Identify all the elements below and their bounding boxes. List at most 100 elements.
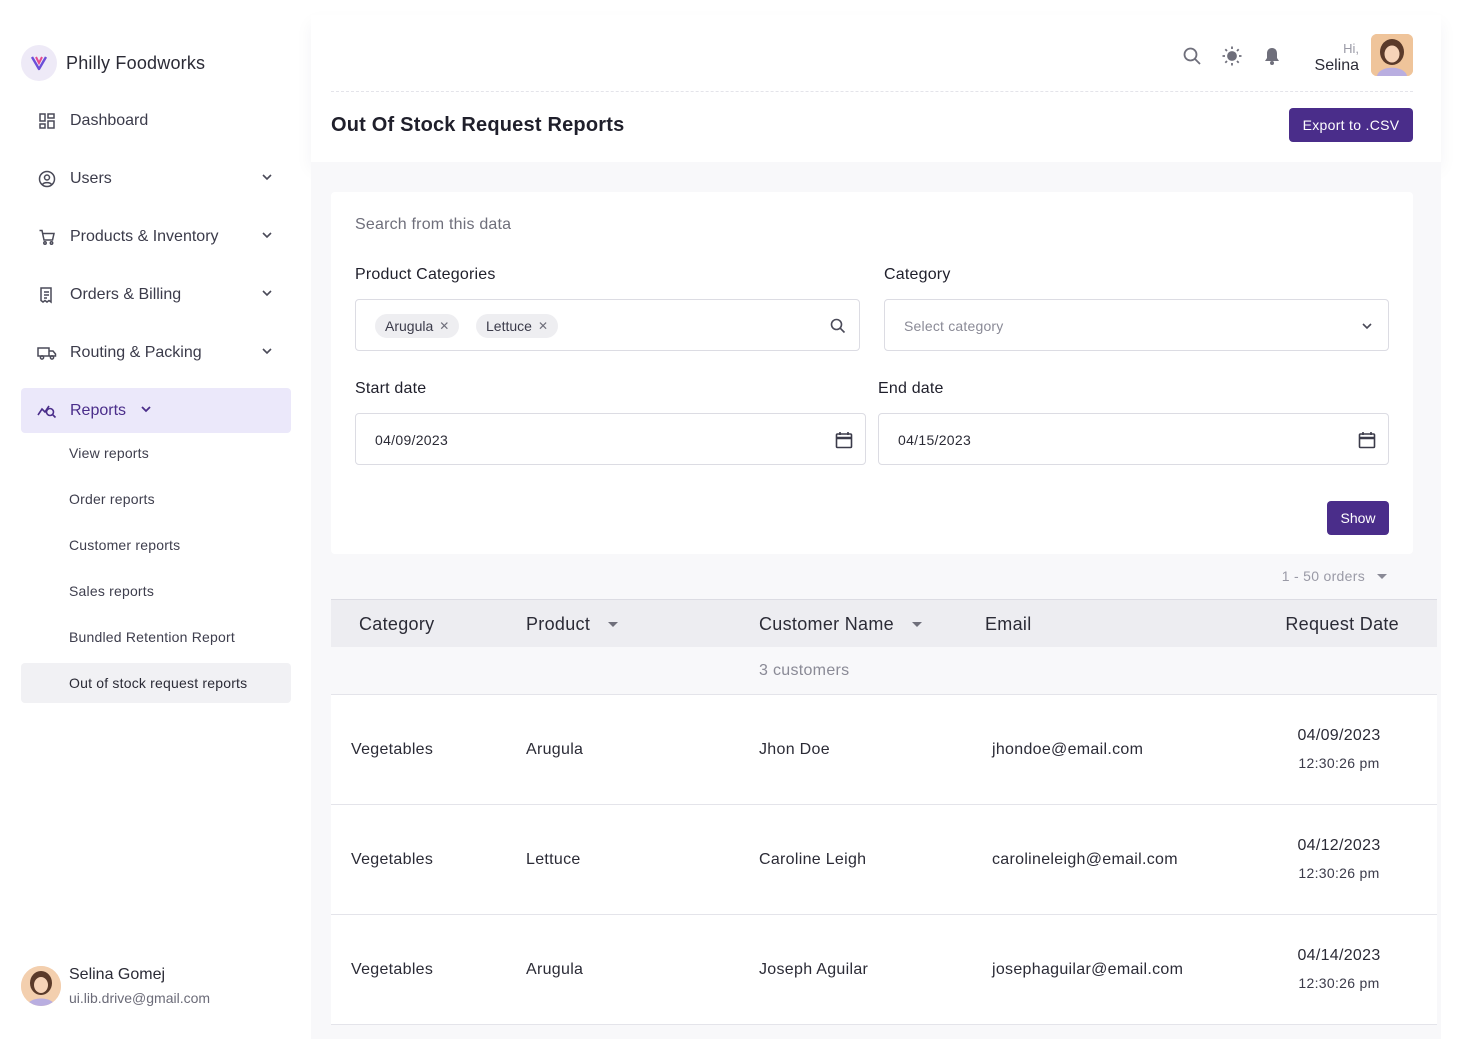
end-date-label: End date [878,380,944,397]
pager-label: 1 - 50 orders [1281,568,1365,584]
category-chip[interactable]: Lettuce ✕ [476,314,558,338]
sun-icon[interactable] [1221,45,1243,67]
request-time: 12:30:26 pm [1298,975,1380,991]
profile-name: Selina Gomej [69,966,166,983]
sidebar-subitem-customer-reports[interactable]: Customer reports [69,537,181,553]
cell-product: Arugula [526,961,584,978]
chevron-down-icon[interactable] [261,228,273,246]
group-label: 3 customers [759,662,850,679]
receipt-icon [37,285,57,305]
brand-logo-icon [21,45,57,81]
category-label: Category [884,266,951,283]
page-title: Out Of Stock Request Reports [331,114,625,136]
sidebar-subitem-sales-reports[interactable]: Sales reports [69,583,155,599]
end-date-value: 04/15/2023 [898,432,972,448]
col-header-customer[interactable]: Customer Name [759,614,922,635]
sidebar-subitem-out-of-stock[interactable]: Out of stock request reports [21,663,291,703]
calendar-icon[interactable] [1356,429,1378,451]
sidebar-item-users[interactable]: Users [21,156,291,201]
header-user-name: Selina [1314,57,1359,74]
search-icon[interactable] [827,315,849,337]
sidebar-item-products-inventory[interactable]: Products & Inventory [21,214,291,259]
sidebar-item-reports[interactable]: Reports [21,388,291,433]
chevron-down-icon[interactable] [261,170,273,188]
close-icon[interactable]: ✕ [537,319,548,333]
cell-email: josephaguilar@email.com [992,961,1184,978]
sidebar-item-label: Products & Inventory [70,227,219,245]
cell-request-date: 04/12/2023 12:30:26 pm [1279,837,1399,881]
category-select[interactable]: Select category [884,299,1389,351]
pagination-selector[interactable]: 1 - 50 orders [1282,568,1387,584]
sidebar-nav: Dashboard Users Products & Inventory Ord… [21,98,291,709]
sidebar-subitem-order-reports[interactable]: Order reports [69,491,155,507]
cell-request-date: 04/14/2023 12:30:26 pm [1279,947,1399,991]
start-date-value: 04/09/2023 [375,432,449,448]
start-date-input[interactable]: 04/09/2023 [355,413,866,465]
chevron-down-icon[interactable] [140,402,152,420]
show-button[interactable]: Show [1327,501,1389,535]
sidebar-item-orders-billing[interactable]: Orders & Billing [21,272,291,317]
cell-customer: Joseph Aguilar [759,961,869,978]
header-divider [331,91,1413,92]
request-time: 12:30:26 pm [1298,865,1380,881]
cart-icon [37,227,57,247]
sort-icon[interactable] [911,622,922,627]
avatar[interactable] [1371,34,1413,76]
greeting-text: Hi, [1343,41,1359,56]
close-icon[interactable]: ✕ [439,319,450,333]
col-header-request-date[interactable]: Request Date [1285,614,1399,634]
sort-icon[interactable] [608,622,619,627]
col-header-category[interactable]: Category [359,614,435,634]
product-categories-input[interactable]: Arugula ✕ Lettuce ✕ [355,299,860,351]
reports-subnav: View reports Order reports Customer repo… [21,433,291,703]
product-categories-label: Product Categories [355,266,496,283]
export-csv-button[interactable]: Export to .CSV [1289,108,1413,142]
table-row[interactable]: Vegetables Lettuce Caroline Leigh caroli… [331,805,1437,915]
sidebar-item-label: Dashboard [70,111,149,129]
sidebar-item-routing-packing[interactable]: Routing & Packing [21,330,291,375]
cell-product: Arugula [526,741,584,758]
avatar [21,966,61,1006]
sidebar-item-label: Routing & Packing [70,343,202,361]
request-date: 04/09/2023 [1297,727,1381,744]
request-date: 04/12/2023 [1297,837,1381,854]
bell-icon[interactable] [1261,45,1283,67]
chevron-down-icon[interactable] [261,286,273,304]
table-header: Category Product Customer Name Email Req… [331,599,1437,647]
request-time: 12:30:26 pm [1298,755,1380,771]
user-circle-icon [37,169,57,189]
cell-category: Vegetables [351,851,434,868]
sidebar-item-label: Reports [70,401,127,419]
category-chip[interactable]: Arugula ✕ [375,314,460,338]
table-row[interactable]: Vegetables Arugula Joseph Aguilar joseph… [331,915,1437,1025]
sidebar: Philly Foodworks Dashboard Users Product… [0,0,311,1039]
sidebar-subitem-view-reports[interactable]: View reports [69,445,149,461]
table-row[interactable]: Vegetables Arugula Jhon Doe jhondoe@emai… [331,695,1437,805]
calendar-icon[interactable] [833,429,855,451]
end-date-input[interactable]: 04/15/2023 [878,413,1389,465]
brand-name: Philly Foodworks [66,52,206,73]
cell-category: Vegetables [351,961,434,978]
col-header-product[interactable]: Product [526,614,619,635]
truck-icon [37,343,57,363]
cell-product: Lettuce [526,851,581,868]
sidebar-item-label: Users [70,169,112,187]
reports-icon [37,401,57,421]
sidebar-subitem-bundled-retention[interactable]: Bundled Retention Report [69,629,235,645]
caret-down-icon [1377,573,1387,579]
user-profile[interactable]: Selina Gomej ui.lib.drive@gmail.com [21,966,210,1006]
sidebar-item-dashboard[interactable]: Dashboard [21,98,291,143]
category-placeholder: Select category [904,318,1004,334]
search-icon[interactable] [1181,45,1203,67]
sidebar-item-label: Orders & Billing [70,285,182,303]
chevron-down-icon[interactable] [261,344,273,362]
col-header-email[interactable]: Email [985,614,1032,634]
cell-email: carolineleigh@email.com [992,851,1178,868]
start-date-label: Start date [355,380,427,397]
request-date: 04/14/2023 [1297,947,1381,964]
brand[interactable]: Philly Foodworks [21,45,205,81]
cell-customer: Caroline Leigh [759,851,867,868]
group-row: 3 customers [331,647,1437,695]
search-hint: Search from this data [355,216,512,233]
top-header: Hi, Selina Out Of Stock Request Reports … [311,15,1441,162]
